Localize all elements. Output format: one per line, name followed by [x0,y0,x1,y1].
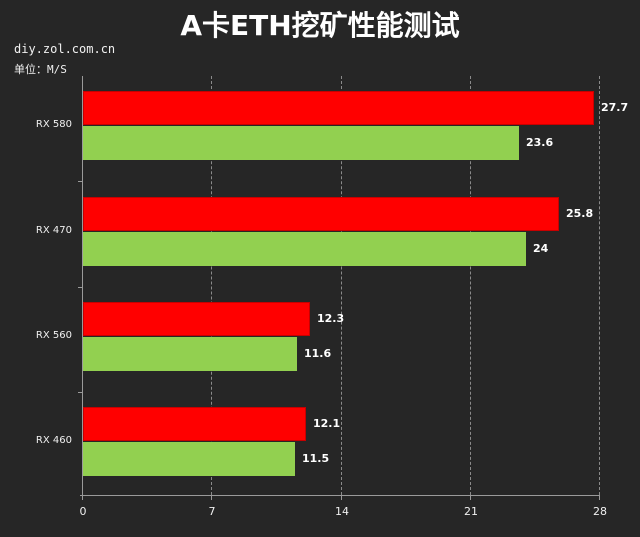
bar-rx-470-series1 [83,197,559,231]
bar-rx-580-series2 [83,126,519,160]
bar-rx-460-series2 [83,442,295,476]
data-label: 11.5 [302,452,330,465]
y-axis-line [82,76,83,496]
bar-rx-560-series2 [83,337,297,371]
data-label: 12.1 [313,417,341,430]
category-label: RX 580 [35,119,72,130]
bar-rx-580-series1 [83,91,594,125]
x-tick-label: 14 [335,505,349,518]
data-label: 23.6 [526,136,554,149]
x-tick [470,495,471,500]
data-label: 24 [533,242,549,255]
bar-rx-460-series1 [83,407,306,441]
data-label: 25.8 [566,207,594,220]
y-tick [78,392,82,393]
x-tick [82,495,83,500]
x-tick-label: 7 [208,505,216,518]
x-tick-label: 0 [79,505,87,518]
gridline [211,76,212,495]
category-label: RX 470 [35,225,72,236]
data-label: 12.3 [317,312,345,325]
gridline [599,76,600,495]
data-label: 27.7 [601,101,629,114]
category-label: RX 560 [35,330,72,341]
x-axis-line [80,495,600,496]
data-label: 11.6 [304,347,332,360]
x-tick [211,495,212,500]
y-tick [78,287,82,288]
gridline [470,76,471,495]
chart-title: A卡ETH挖矿性能测试 [180,9,460,42]
unit-label: 单位：M/S [14,63,67,76]
category-label: RX 460 [35,435,72,446]
x-tick-label: 28 [593,505,607,518]
y-tick [78,181,82,182]
source-label: diy.zol.com.cn [14,42,116,56]
gridline [341,76,342,495]
x-tick [599,495,600,500]
x-tick [341,495,342,500]
bar-rx-560-series1 [83,302,310,336]
bar-rx-470-series2 [83,232,526,266]
x-tick-label: 21 [464,505,478,518]
